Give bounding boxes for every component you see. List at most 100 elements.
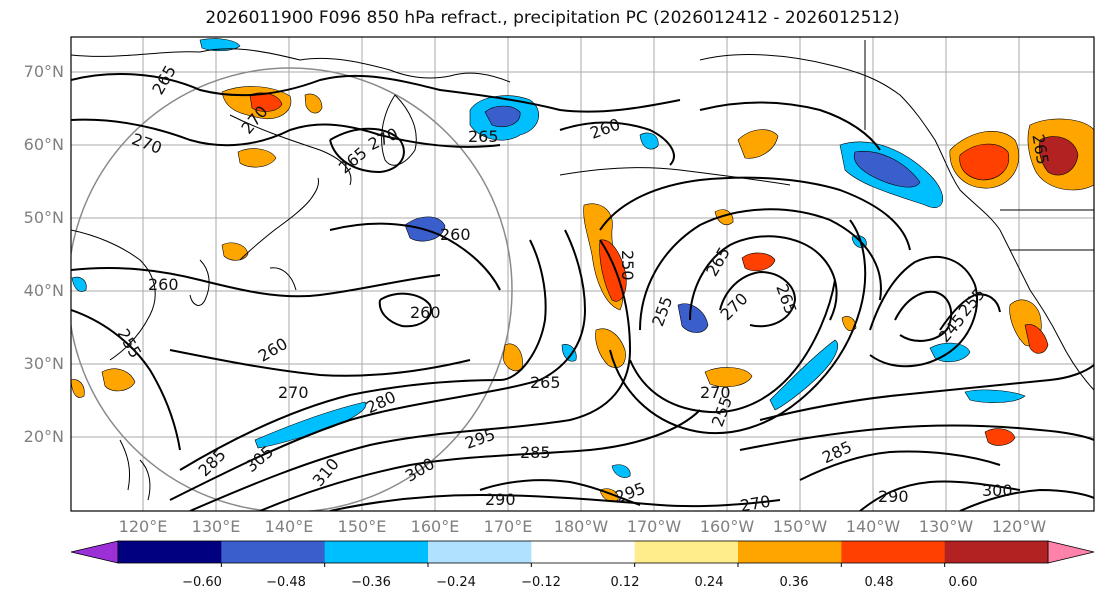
contour-245-east (939, 293, 1001, 331)
patch-darkred-ne (1038, 136, 1079, 176)
patch-red-coast (1024, 324, 1049, 354)
lat-label-60n: 60°N (23, 135, 64, 154)
patch-blue-date-north (639, 132, 659, 150)
contour-265-north (71, 73, 681, 113)
coast-canada-border (864, 40, 1094, 251)
colorbar-tick-label: 0.60 (948, 575, 978, 590)
patch-orange-mid (741, 252, 776, 272)
lat-label-50n: 50°N (23, 208, 64, 227)
contour-270-low (719, 270, 797, 328)
contour-300-se (959, 488, 1094, 511)
colorbar-segment (634, 541, 739, 563)
coast-aleutians (559, 167, 791, 186)
lon-label-170w: 170°W (626, 517, 682, 536)
contour-270-north (71, 118, 501, 148)
coast-asia-north (71, 48, 511, 83)
coast-japan (239, 177, 319, 291)
contour-east-band2 (739, 424, 1094, 451)
contour-east-swirl-1 (869, 255, 978, 368)
patch-orange-aleutian-east (737, 129, 779, 159)
contour-trough-outer (609, 219, 867, 435)
patch-navy-pacific-north (484, 105, 521, 128)
contour-290-south (479, 479, 641, 506)
lon-label-160e: 160°E (410, 517, 460, 536)
coast-korea (189, 259, 210, 306)
colorbar-tick-label: 0.24 (694, 575, 724, 590)
colorbar-segment (324, 541, 429, 563)
contour-255-west (71, 309, 181, 451)
colorbar-tick-label: −0.60 (182, 575, 222, 590)
contour-label: 265 (468, 127, 499, 146)
contour-285-se (799, 450, 1001, 481)
contour-305-south (329, 493, 781, 511)
contour-label: 265 (530, 373, 561, 392)
contour-265-alaska (699, 101, 881, 151)
graticule (71, 37, 1094, 511)
lon-label-140w: 140°W (845, 517, 901, 536)
contour-east-swirl-2 (894, 290, 953, 342)
colorbar-segment (221, 541, 326, 563)
contour-290-se (859, 480, 1021, 511)
contour-label: 270 (278, 383, 309, 402)
coast-west-na (999, 229, 1094, 391)
coast-alaska (699, 54, 1001, 231)
patch-blue-sea (561, 344, 577, 362)
patch-red-nw (249, 92, 283, 112)
colorbar-tick-label: −0.48 (266, 575, 306, 590)
colorbar-tick-label: 0.12 (610, 575, 640, 590)
patch-red-canada (959, 143, 1010, 181)
patch-red-date (599, 239, 627, 302)
lon-label-130w: 130°W (918, 517, 974, 536)
patch-blue-sw2 (964, 389, 1026, 403)
contour-285-band (169, 229, 587, 501)
lon-label-120e: 120°E (118, 517, 168, 536)
contour-260-center (329, 222, 501, 291)
patch-orange-west-coast (101, 368, 136, 392)
colorbar-tick-label: 0.48 (864, 575, 894, 590)
lon-label-140e: 140°E (264, 517, 314, 536)
colorbar-extend-max (1047, 540, 1095, 564)
lon-label-180w: 180°W (553, 517, 609, 536)
patch-orange-sw-edge (71, 379, 85, 398)
colorbar-segment (531, 541, 636, 563)
colorbar-tick-label: −0.36 (351, 575, 391, 590)
patch-blue-far-north (199, 38, 241, 52)
patch-orange-west (237, 148, 277, 168)
contour-label: 300 (982, 481, 1013, 500)
colorbar-segment (841, 541, 946, 563)
contour-label: 285 (520, 443, 551, 462)
lon-label-130e: 130°E (191, 517, 241, 536)
coast-okhotsk (229, 114, 352, 186)
precip-patches (71, 38, 1094, 502)
contour-260-nc (559, 121, 675, 166)
contour-300-band (259, 409, 701, 511)
contour-label: 290 (878, 487, 909, 506)
colorbar-tick-label: −0.24 (436, 575, 476, 590)
colorbar-tick-label: −0.12 (521, 575, 561, 590)
colorbar-tick-label: 0.36 (779, 575, 809, 590)
contour-label: 270 (739, 492, 772, 516)
colorbar-segment (944, 541, 1049, 563)
contour-label: 260 (410, 303, 441, 322)
colorbar-extend-min (70, 540, 119, 564)
patch-blue-mid (677, 303, 709, 333)
contour-270-ring (329, 127, 405, 174)
lat-label-30n: 30°N (23, 354, 64, 373)
contour-260-west (71, 267, 441, 298)
map-title: 2026011900 F096 850 hPa refract., precip… (205, 8, 900, 28)
refractivity-contours (71, 73, 1094, 511)
contour-265-low (689, 235, 838, 321)
contour-label: 290 (485, 490, 516, 509)
range-circle (71, 67, 513, 511)
lon-label-150w: 150°W (772, 517, 828, 536)
contour-255-low (639, 208, 882, 331)
contour-270-mid (169, 349, 471, 377)
map-frame-bg (71, 37, 1094, 511)
patch-orange-mid2 (221, 242, 249, 261)
patch-red-sw (984, 428, 1016, 446)
colorbar-outline (117, 540, 1049, 564)
lat-label-20n: 20°N (23, 427, 64, 446)
patch-blue-subtrop-band (254, 401, 367, 449)
patch-orange-subtrop (704, 367, 753, 388)
